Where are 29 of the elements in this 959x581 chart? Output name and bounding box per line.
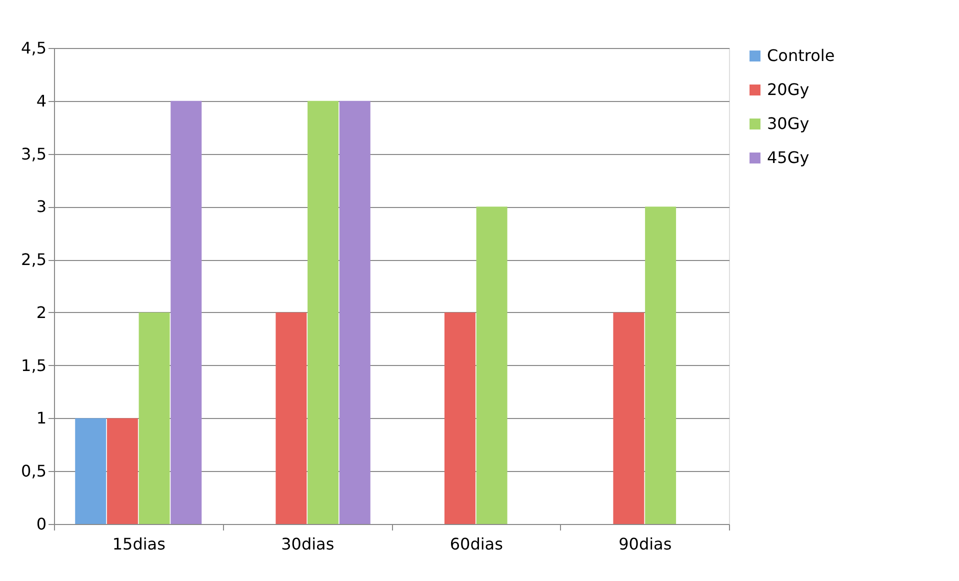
- legend-label: 30Gy: [767, 114, 810, 133]
- bar: [339, 100, 370, 524]
- legend-label: Controle: [767, 46, 835, 65]
- bar: [106, 418, 138, 524]
- bar: [645, 206, 676, 524]
- y-tick-label: 4: [36, 91, 46, 110]
- y-tick-label: 2: [36, 302, 46, 322]
- y-tick-label: 1,5: [21, 356, 46, 375]
- y-tick-label: 4,5: [21, 38, 46, 58]
- y-tick-label: 0,5: [21, 462, 46, 481]
- bar: [138, 312, 170, 524]
- y-tick-label: 1: [36, 408, 46, 428]
- x-tick-label: 60dias: [450, 534, 503, 554]
- y-tick-label: 3: [36, 197, 46, 216]
- x-tick-label: 15dias: [112, 534, 166, 554]
- bar: [613, 312, 644, 524]
- x-tick-label: 30dias: [281, 534, 334, 554]
- y-tick-label: 2,5: [21, 250, 46, 270]
- x-tick-label: 90dias: [618, 534, 672, 554]
- y-tick-label: 0: [36, 514, 46, 534]
- bar: [75, 418, 106, 524]
- bar: [308, 100, 339, 524]
- legend-label: 45Gy: [767, 148, 810, 167]
- bar: [276, 312, 307, 524]
- bar: [444, 312, 476, 524]
- bar: [476, 206, 508, 524]
- y-tick-label: 3,5: [21, 144, 46, 164]
- legend-label: 20Gy: [767, 80, 810, 99]
- bar: [170, 100, 202, 524]
